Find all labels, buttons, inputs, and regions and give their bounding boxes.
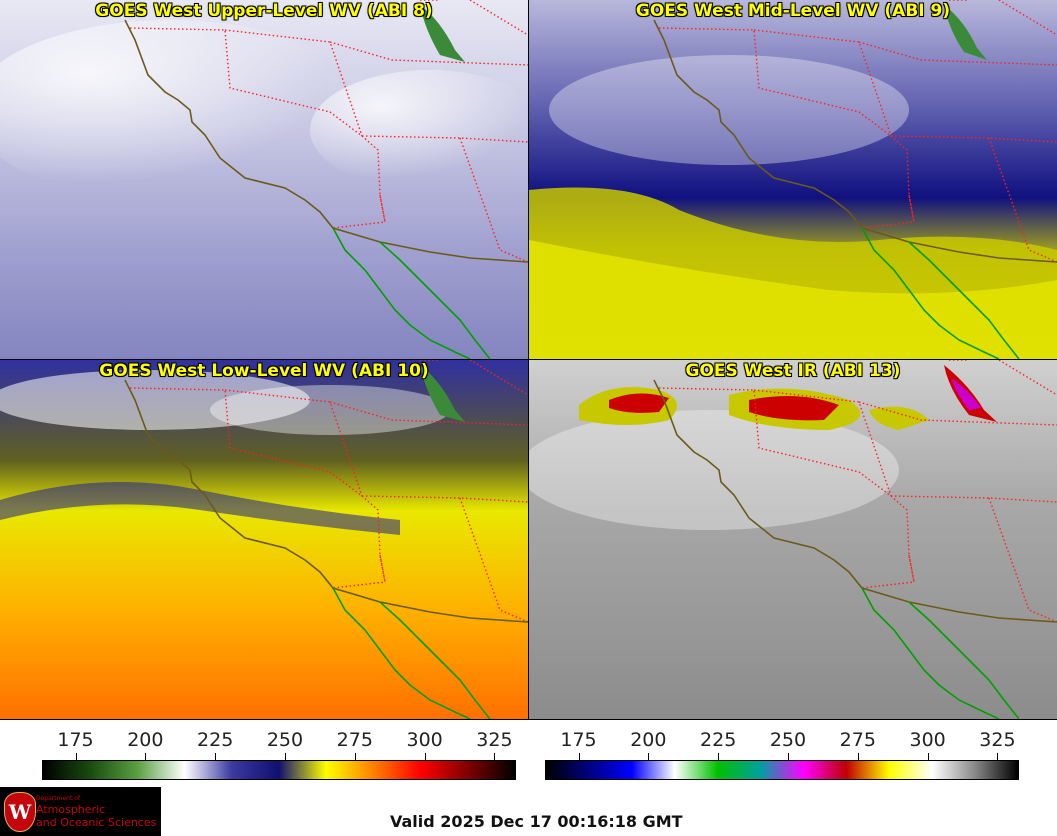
- ir-colorbar: 175 200 225 250 275 300 325: [543, 725, 1019, 783]
- colorbar-tick-mark: [215, 753, 217, 760]
- wv-colorbar: 175 200 225 250 275 300 325: [40, 725, 516, 783]
- state-border-line: [858, 41, 1057, 66]
- colorbar-gradient: [42, 760, 516, 780]
- coastline: [653, 379, 1057, 719]
- state-borders: [129, 0, 528, 263]
- mexico-coastline: [861, 227, 1020, 359]
- state-border-line: [469, 0, 528, 36]
- colorbar-tick-label: 200: [630, 729, 667, 751]
- colorbar-tick-label: 175: [57, 729, 94, 751]
- state-borders: [129, 360, 528, 623]
- panel-title: GOES West Low-Level WV (ABI 10): [99, 361, 429, 381]
- panel-title: GOES West Upper-Level WV (ABI 8): [95, 1, 433, 21]
- mid-level-wv-image: [529, 0, 1057, 359]
- colorbar-tick-label: 225: [197, 729, 234, 751]
- colorbar-tick-label: 225: [700, 729, 737, 751]
- colorbar-tick-mark: [718, 753, 720, 760]
- us-coastline: [124, 379, 528, 623]
- mexico-coastline: [332, 227, 491, 359]
- colorbar-tick-label: 275: [839, 729, 876, 751]
- low-level-wv-panel: GOES West Low-Level WV (ABI 10): [0, 360, 528, 719]
- ir-panel: GOES West IR (ABI 13): [529, 360, 1057, 719]
- coastline: [653, 19, 1057, 359]
- colorbar-tick-mark: [424, 753, 426, 760]
- colorbar-tick-mark: [997, 753, 999, 760]
- upper-level-wv-panel: GOES West Upper-Level WV (ABI 8): [0, 0, 528, 359]
- colorbar-ticks: 175 200 225 250 275 300 325: [543, 729, 1019, 753]
- colorbar-tick-mark: [648, 753, 650, 760]
- state-border-line: [890, 135, 1057, 143]
- state-border-line: [998, 0, 1057, 36]
- state-border-line: [858, 401, 1057, 426]
- colorbar-tick-mark: [578, 753, 580, 760]
- state-border-line: [998, 360, 1057, 396]
- coastline: [124, 379, 528, 719]
- low-level-wv-image: [0, 360, 528, 719]
- colorbar-tick-label: 175: [560, 729, 597, 751]
- us-coastline: [653, 379, 1057, 623]
- state-border-line: [329, 401, 528, 426]
- colorbar-tick-mark: [857, 753, 859, 760]
- panel-divider: [0, 719, 1057, 720]
- state-border-line: [890, 495, 1057, 503]
- logo-dept: Department of: [36, 795, 80, 802]
- colorbar-tick-mark: [927, 753, 929, 760]
- panel-title: GOES West IR (ABI 13): [685, 361, 901, 381]
- state-border-line: [361, 135, 528, 143]
- colorbar-tick-label: 325: [476, 729, 513, 751]
- colorbar-ticks: 175 200 225 250 275 300 325: [40, 729, 516, 753]
- state-border-line: [361, 495, 528, 503]
- colorbar-tick-label: 250: [769, 729, 807, 751]
- colorbar-tick-mark: [494, 753, 496, 760]
- state-borders: [658, 360, 1057, 623]
- crest-icon: W: [4, 792, 36, 832]
- mid-level-wv-panel: GOES West Mid-Level WV (ABI 9): [529, 0, 1057, 359]
- colorbar-tick-label: 300: [909, 729, 946, 751]
- state-border-line: [469, 360, 528, 396]
- ir-image: [529, 360, 1057, 719]
- valid-timestamp: Valid 2025 Dec 17 00:16:18 GMT: [390, 812, 683, 831]
- colorbar-tick-mark: [284, 753, 286, 760]
- colorbar-tick-mark: [354, 753, 356, 760]
- panel-divider: [0, 359, 1057, 360]
- colorbar-tick-label: 250: [266, 729, 304, 751]
- panel-title: GOES West Mid-Level WV (ABI 9): [635, 1, 951, 21]
- panel-divider: [528, 0, 529, 720]
- colorbar-tick-label: 300: [406, 729, 443, 751]
- logo-line2: and Oceanic Sciences: [36, 816, 157, 829]
- state-border-line: [908, 554, 915, 583]
- state-borders: [658, 0, 1057, 263]
- logo-line1: Atmospheric: [36, 803, 106, 816]
- us-coastline: [653, 19, 1057, 263]
- coastline: [124, 19, 528, 359]
- uw-aos-logo: W Department of Atmospheric and Oceanic …: [0, 787, 161, 836]
- colorbar-tick-mark: [75, 753, 77, 760]
- state-border-line: [908, 194, 915, 223]
- colorbar-tick-label: 325: [979, 729, 1016, 751]
- colorbar-gradient: [545, 760, 1019, 780]
- colorbar-tick-label: 275: [336, 729, 373, 751]
- state-border-line: [379, 554, 386, 583]
- colorbar-tick-mark: [787, 753, 789, 760]
- state-border-line: [379, 194, 386, 223]
- state-border-line: [329, 41, 528, 66]
- mexico-coastline: [861, 587, 1020, 719]
- colorbar-tick-mark: [145, 753, 147, 760]
- mexico-coastline: [332, 587, 491, 719]
- colorbar-tick-label: 200: [127, 729, 164, 751]
- us-coastline: [124, 19, 528, 263]
- upper-level-wv-image: [0, 0, 528, 359]
